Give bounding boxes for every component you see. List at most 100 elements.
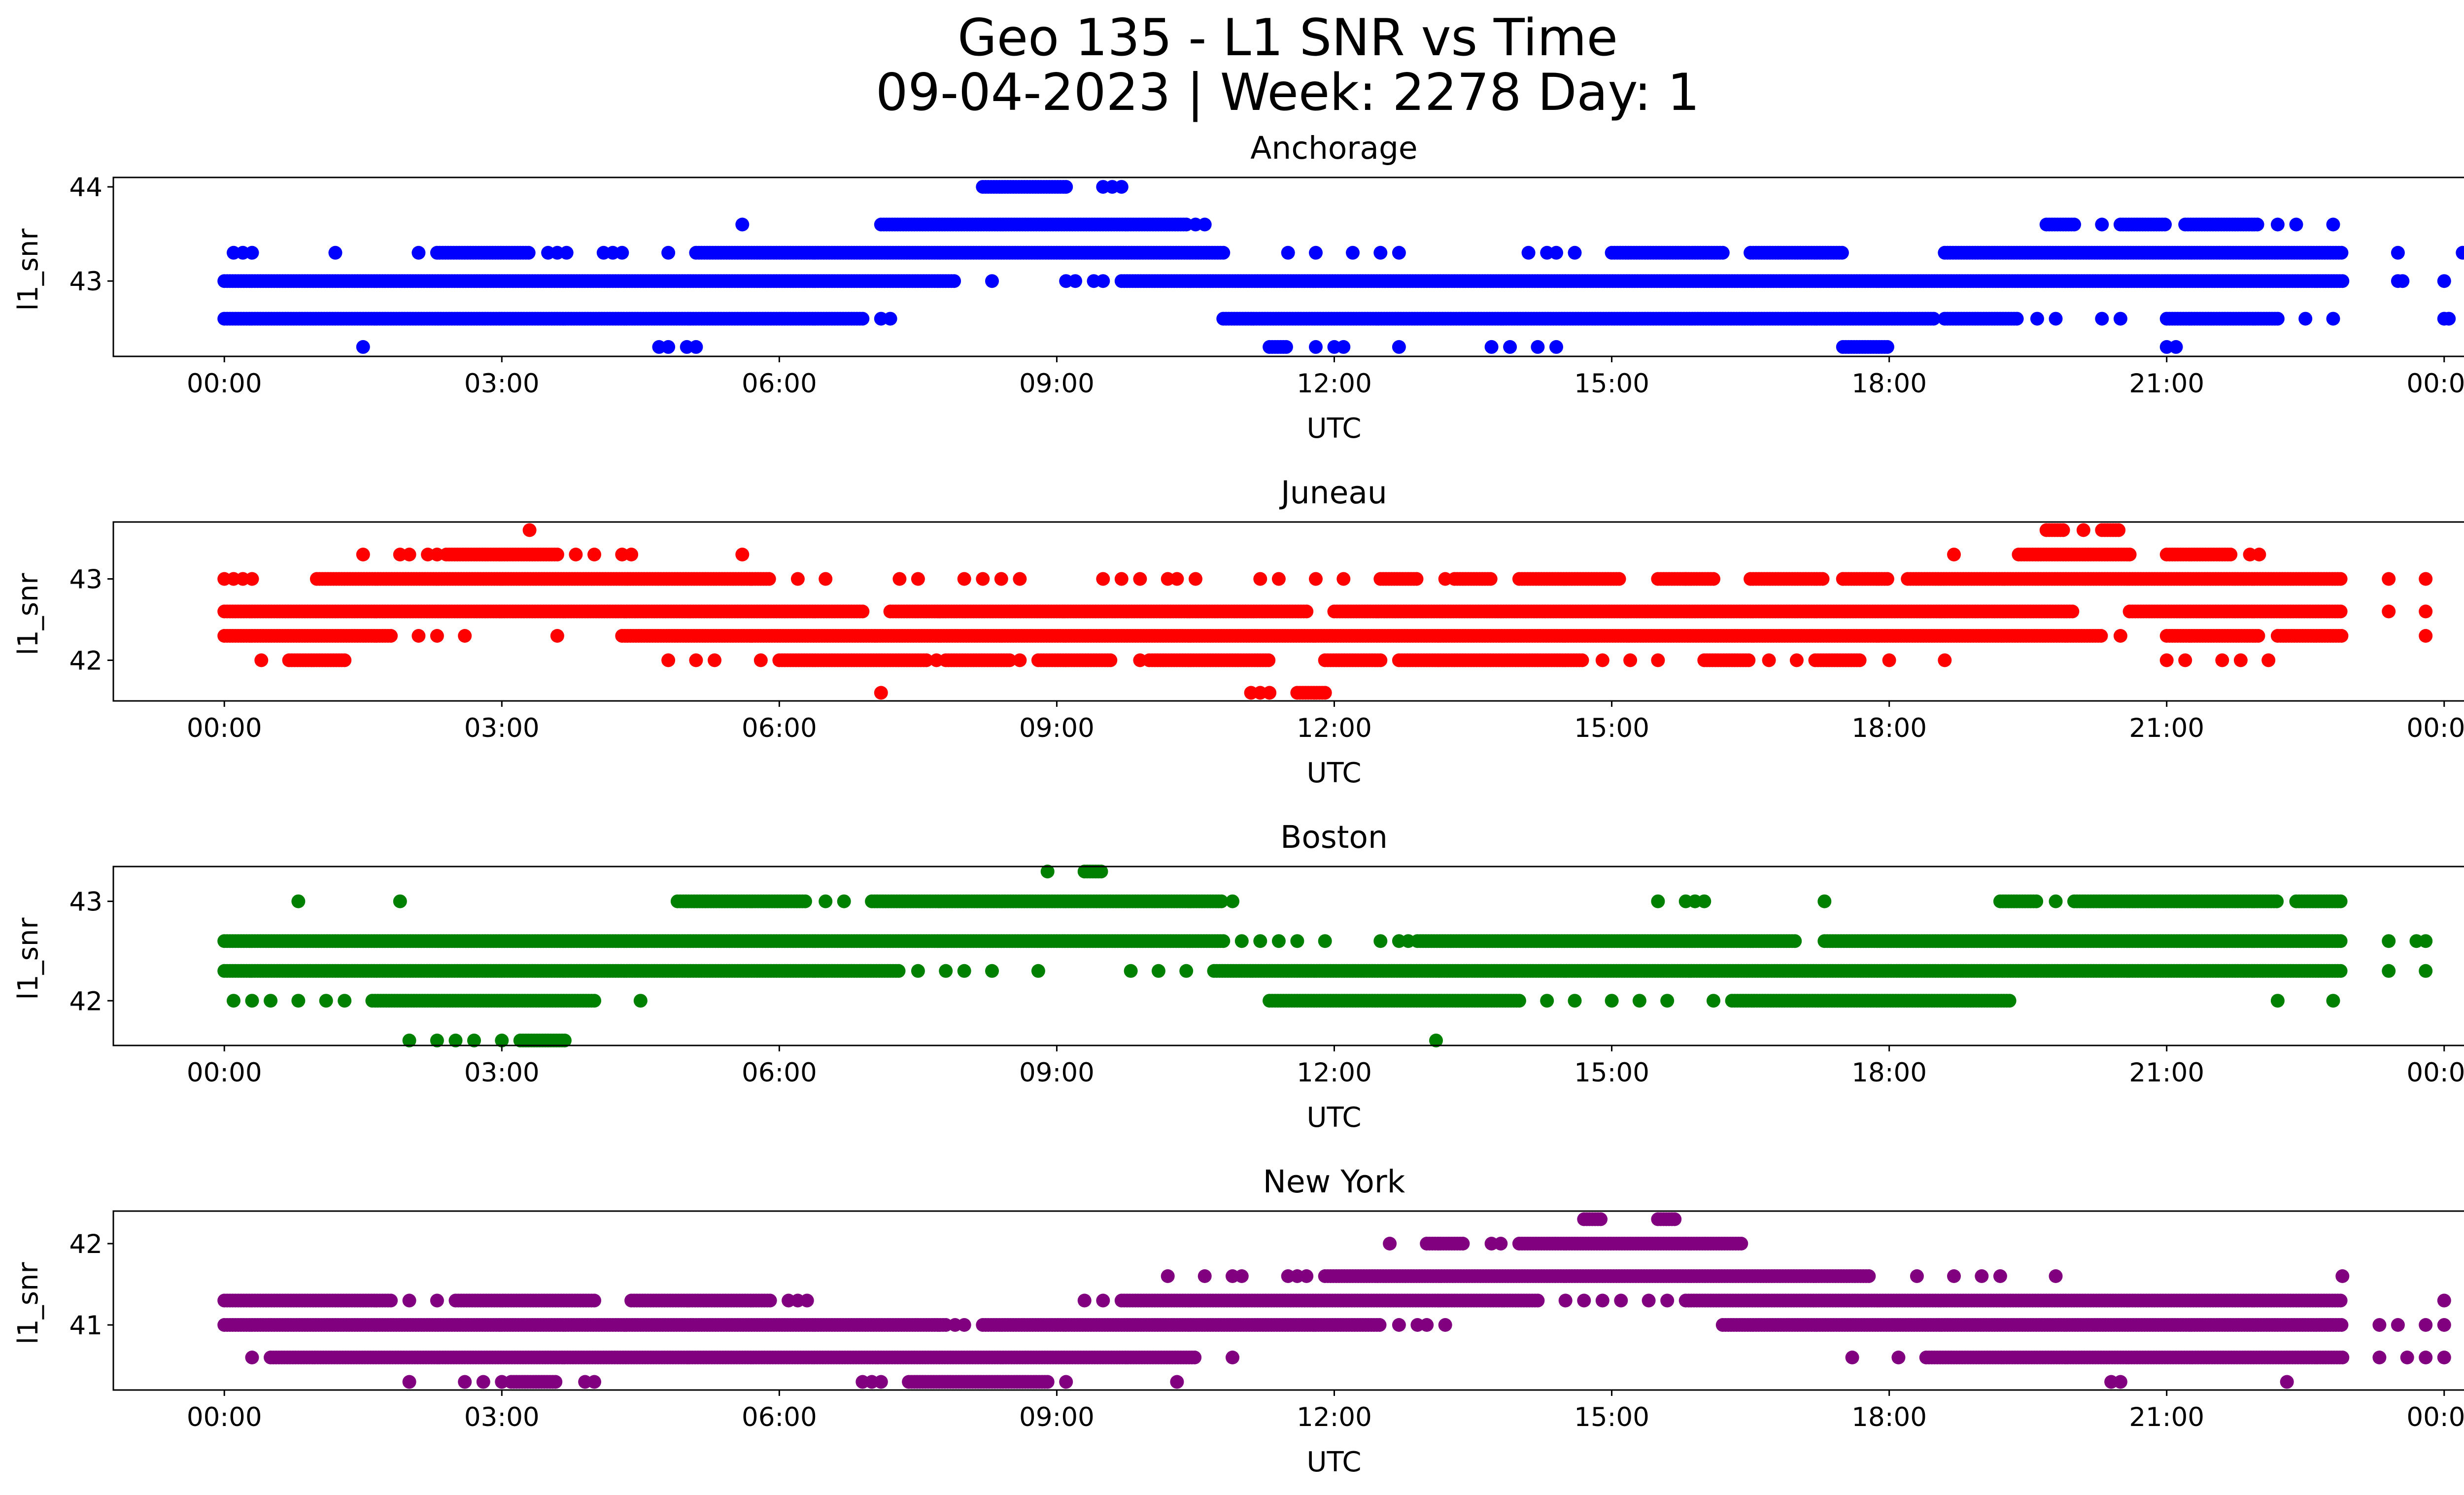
data-point [1595,653,1609,667]
data-point [1096,572,1110,586]
x-tick-label: 00:00 [187,713,262,743]
x-tick-label: 03:00 [464,369,540,399]
data-point [1947,548,1961,561]
data-point [2382,604,2396,619]
data-point [1882,653,1896,667]
data-point [1483,572,1498,586]
data-point [1336,340,1351,354]
data-point [1762,653,1776,667]
x-tick-label: 15:00 [1574,713,1649,743]
data-point [1253,572,1267,586]
data-point [819,572,833,586]
data-point [1309,572,1323,586]
data-point [1815,572,1830,586]
x-tick-label: 21:00 [2129,713,2204,743]
data-point [1309,245,1323,260]
data-point [1880,572,1894,586]
data-point [1409,572,1424,586]
data-point [1549,340,1563,354]
data-point [430,629,444,643]
data-point [689,340,703,354]
data-point [1549,245,1563,260]
data-point [1279,340,1293,354]
data-point [1707,572,1720,586]
data-point [2437,274,2451,288]
data-point [2065,604,2080,619]
data-point [1938,653,1952,667]
data-point [2122,548,2137,561]
data-point [550,629,564,643]
data-point [522,523,537,537]
data-point [2334,629,2349,643]
data-point [430,548,444,561]
data-point [735,217,750,232]
data-point [1835,245,1849,260]
data-point [1059,180,1073,194]
data-point [1651,653,1665,667]
y-axis-label: l1_snr [12,573,44,656]
data-point [1133,572,1147,586]
data-point [1715,245,1730,260]
data-point [985,274,999,288]
data-point [2442,312,2456,326]
data-point [2112,523,2126,537]
data-point [929,653,944,667]
y-tick-label: 42 [69,646,103,676]
y-tick-label: 44 [69,173,103,203]
data-point [1623,653,1638,667]
data-point [2215,653,2229,667]
data-point [356,340,370,354]
data-point [2169,340,2183,354]
y-axis-label: l1_snr [12,228,44,311]
data-point [2224,548,2238,561]
data-point [753,653,768,667]
data-point [2178,653,2192,667]
x-tick-label: 09:00 [1019,369,1095,399]
x-tick-label: 09:00 [1019,713,1095,743]
data-point [790,572,805,586]
data-point [2326,312,2340,326]
data-point [245,245,259,260]
x-tick-label: 03:00 [464,713,540,743]
data-point [2029,894,2044,908]
data-point [1651,894,1665,908]
data-point [2158,217,2172,232]
data-point [2391,245,2405,260]
data-point [2094,629,2108,643]
data-point [1484,340,1499,354]
data-point [245,572,259,586]
scatter-series [217,180,2464,354]
data-point [2159,653,2174,667]
data-point [1789,653,1804,667]
y-tick-label: 43 [69,267,103,297]
data-point [569,548,583,561]
x-tick-label: 06:00 [742,369,817,399]
data-point [798,894,812,908]
x-tick-label: 12:00 [1297,369,1372,399]
x-tick-label: 18:00 [1851,369,1927,399]
data-point [856,604,870,619]
data-point [883,312,897,326]
data-point [2382,572,2396,586]
data-point [1318,686,1332,700]
panel-title: Anchorage [1250,130,1417,166]
data-point [2067,217,2081,232]
data-point [1392,340,1406,354]
data-point [1170,572,1184,586]
figure-title-line1: Geo 135 - L1 SNR vs Time [958,8,1618,68]
data-point [2333,894,2348,908]
data-point [1133,653,1147,667]
data-point [2335,274,2350,288]
x-tick-label: 18:00 [1851,713,1927,743]
data-point [819,894,833,908]
data-point [2113,312,2127,326]
data-point [624,548,639,561]
panel-title: Boston [1280,819,1388,855]
data-point [2030,312,2044,326]
data-point [2289,217,2303,232]
data-point [1198,217,1212,232]
data-point [1013,653,1027,667]
data-point [874,686,888,700]
data-point [957,572,971,586]
